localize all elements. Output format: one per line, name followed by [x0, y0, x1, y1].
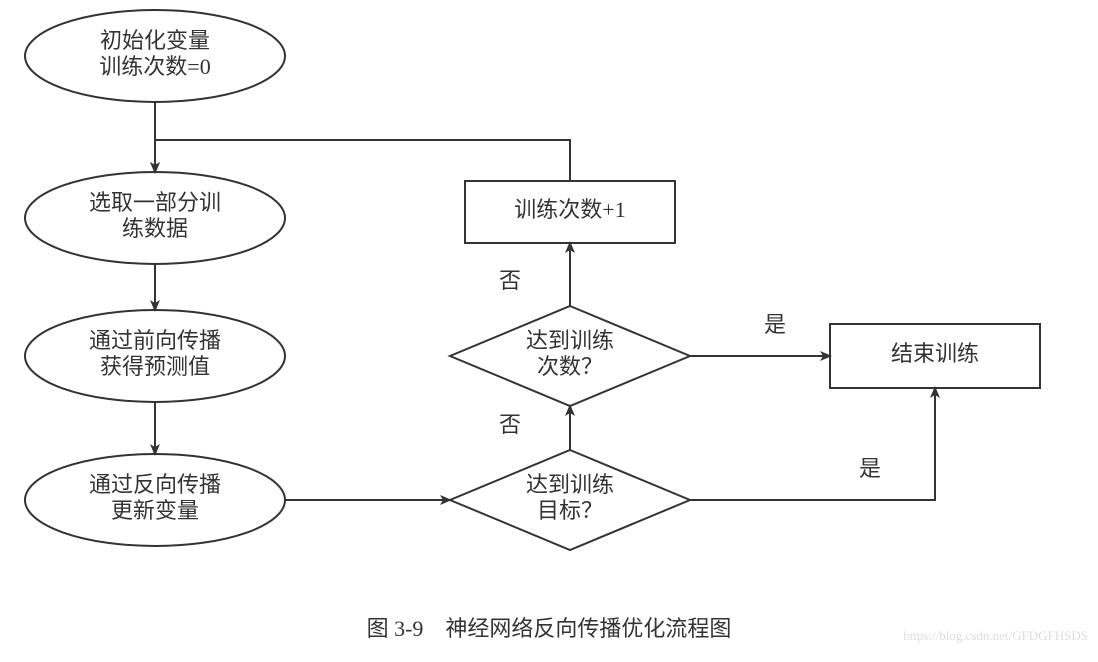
node-text-line: 训练次数+1: [514, 197, 625, 222]
node-text-line: 达到训练: [526, 472, 614, 497]
node-text-line: 结束训练: [891, 341, 979, 366]
edges-layer: 否否是是: [155, 102, 935, 500]
node-n3: 通过前向传播获得预测值: [25, 310, 285, 402]
node-n5: 训练次数+1: [465, 181, 675, 243]
node-text-line: 目标？: [537, 498, 603, 523]
node-text-line: 选取一部分训: [89, 190, 221, 215]
node-n4: 通过反向传播更新变量: [25, 454, 285, 546]
node-text-line: 通过反向传播: [89, 472, 221, 497]
node-n6: 达到训练次数？: [450, 306, 690, 406]
node-n7: 达到训练目标？: [450, 450, 690, 550]
node-text-line: 达到训练: [526, 328, 614, 353]
node-n1: 初始化变量训练次数=0: [25, 10, 285, 102]
watermark: https://blog.csdn.net/GFDGFHSDS: [903, 628, 1088, 643]
node-n2: 选取一部分训练数据: [25, 172, 285, 264]
edge-n7-n8: [690, 388, 935, 500]
edge-label: 是: [859, 456, 881, 481]
node-n8: 结束训练: [830, 324, 1040, 388]
edge-n5-n2: [155, 140, 570, 181]
edge-label: 否: [499, 268, 521, 293]
node-text-line: 次数？: [537, 354, 603, 379]
figure-caption: 图 3-9 神经网络反向传播优化流程图: [367, 616, 732, 641]
node-text-line: 初始化变量: [100, 28, 210, 53]
node-text-line: 更新变量: [111, 498, 199, 523]
edge-label: 是: [764, 312, 786, 337]
edge-label: 否: [499, 412, 521, 437]
flowchart-canvas: 否否是是 初始化变量训练次数=0选取一部分训练数据通过前向传播获得预测值通过反向…: [0, 0, 1098, 662]
node-text-line: 训练次数=0: [99, 54, 210, 79]
node-text-line: 练数据: [122, 216, 188, 241]
nodes-layer: 初始化变量训练次数=0选取一部分训练数据通过前向传播获得预测值通过反向传播更新变…: [25, 10, 1040, 550]
node-text-line: 获得预测值: [100, 354, 210, 379]
node-text-line: 通过前向传播: [89, 328, 221, 353]
